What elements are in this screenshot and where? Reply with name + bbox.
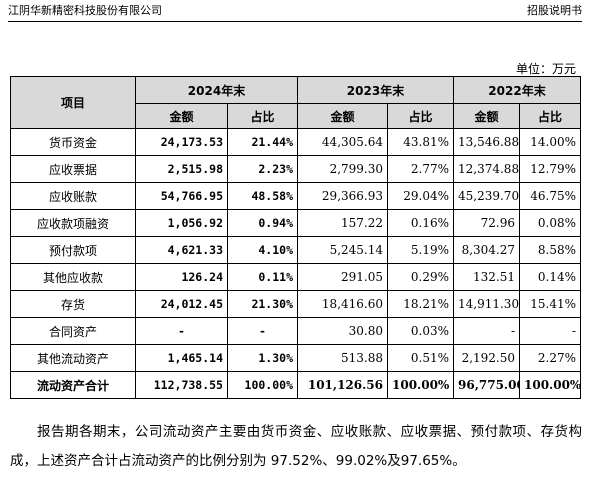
unit-label: 单位：万元 xyxy=(515,62,576,76)
table-header-row: 项目 2024年末 2023年末 2022年末 xyxy=(10,76,581,129)
document-type: 招股说明书 xyxy=(527,4,582,17)
ratio-2024: 21.44% xyxy=(227,128,298,156)
amount-2023: 513.88 xyxy=(297,344,388,372)
ratio-2023: 2.77% xyxy=(387,155,454,183)
current-assets-table: 项目 2024年末 2023年末 2022年末 金额 占比 金额 占比 金额 占… xyxy=(10,76,581,399)
table-row: 预付款项 4,621.33 4.10% 5,245.14 5.19% 8,304… xyxy=(10,236,581,264)
amount-2024: 24,173.53 xyxy=(135,128,228,156)
amount-2022: 132.51 xyxy=(453,263,520,291)
row-label: 应收款项融资 xyxy=(10,209,136,237)
item-header: 项目 xyxy=(10,76,136,129)
row-label: 其他流动资产 xyxy=(10,344,136,372)
amount-2022: 12,374.88 xyxy=(453,155,520,183)
ratio-2023: 100.00% xyxy=(387,371,454,399)
amount-2024: 1,056.92 xyxy=(135,209,228,237)
amount-header: 金额 xyxy=(297,103,388,129)
amount-2023: 291.05 xyxy=(297,263,388,291)
amount-2023: 5,245.14 xyxy=(297,236,388,264)
amount-2024: 126.24 xyxy=(135,263,228,291)
row-label: 货币资金 xyxy=(10,128,136,156)
table-row: 合同资产 - - 30.80 0.03% - - xyxy=(10,317,581,345)
ratio-header: 占比 xyxy=(387,103,454,129)
row-label: 应收票据 xyxy=(10,155,136,183)
row-label: 流动资产合计 xyxy=(10,371,136,399)
amount-2024: - xyxy=(135,317,228,345)
ratio-2023: 0.16% xyxy=(387,209,454,237)
row-label: 其他应收款 xyxy=(10,263,136,291)
ratio-2024: 0.94% xyxy=(227,209,298,237)
ratio-header: 占比 xyxy=(519,103,581,129)
ratio-2022: 14.00% xyxy=(519,128,581,156)
amount-header: 金额 xyxy=(135,103,228,129)
ratio-2023: 0.29% xyxy=(387,263,454,291)
amount-2022: 96,775.00 xyxy=(453,371,520,399)
table-row: 应收账款 54,766.95 48.58% 29,366.93 29.04% 4… xyxy=(10,182,581,210)
ratio-2023: 0.03% xyxy=(387,317,454,345)
ratio-2022: 2.27% xyxy=(519,344,581,372)
row-label: 合同资产 xyxy=(10,317,136,345)
table-row: 应收票据 2,515.98 2.23% 2,799.30 2.77% 12,37… xyxy=(10,155,581,183)
ratio-2024: 0.11% xyxy=(227,263,298,291)
year-header-2022: 2022年末 xyxy=(453,76,581,104)
ratio-2022: 100.00% xyxy=(519,371,581,399)
ratio-header: 占比 xyxy=(227,103,298,129)
ratio-2024: 100.00% xyxy=(227,371,298,399)
amount-2023: 18,416.60 xyxy=(297,290,388,318)
ratio-2023: 18.21% xyxy=(387,290,454,318)
amount-2024: 54,766.95 xyxy=(135,182,228,210)
ratio-2024: 4.10% xyxy=(227,236,298,264)
total-row: 流动资产合计 112,738.55 100.00% 101,126.56 100… xyxy=(10,371,581,399)
ratio-2024: - xyxy=(227,317,298,345)
amount-2024: 2,515.98 xyxy=(135,155,228,183)
amount-2022: - xyxy=(453,317,520,345)
ratio-2022: 8.58% xyxy=(519,236,581,264)
ratio-2024: 48.58% xyxy=(227,182,298,210)
table-row: 货币资金 24,173.53 21.44% 44,305.64 43.81% 1… xyxy=(10,128,581,156)
amount-2024: 1,465.14 xyxy=(135,344,228,372)
amount-2024: 4,621.33 xyxy=(135,236,228,264)
row-label: 预付款项 xyxy=(10,236,136,264)
table-subheader-row: 金额 占比 金额 占比 金额 占比 xyxy=(11,103,581,129)
amount-2022: 72.96 xyxy=(453,209,520,237)
ratio-2023: 5.19% xyxy=(387,236,454,264)
amount-2022: 14,911.30 xyxy=(453,290,520,318)
ratio-2022: 12.79% xyxy=(519,155,581,183)
amount-2023: 29,366.93 xyxy=(297,182,388,210)
amount-2022: 8,304.27 xyxy=(453,236,520,264)
table-row: 存货 24,012.45 21.30% 18,416.60 18.21% 14,… xyxy=(10,290,581,318)
ratio-2022: 0.14% xyxy=(519,263,581,291)
analysis-paragraph: 报告期各期末，公司流动资产主要由货币资金、应收账款、应收票据、预付款项、存货构成… xyxy=(10,424,582,469)
table-row: 其他流动资产 1,465.14 1.30% 513.88 0.51% 2,192… xyxy=(10,344,581,372)
row-label: 存货 xyxy=(10,290,136,318)
amount-2022: 45,239.70 xyxy=(453,182,520,210)
ratio-2022: - xyxy=(519,317,581,345)
ratio-2024: 21.30% xyxy=(227,290,298,318)
company-name: 江阴华新精密科技股份有限公司 xyxy=(8,4,162,17)
amount-2022: 2,192.50 xyxy=(453,344,520,372)
ratio-2023: 43.81% xyxy=(387,128,454,156)
table-row: 其他应收款 126.24 0.11% 291.05 0.29% 132.51 0… xyxy=(10,263,581,291)
ratio-2022: 46.75% xyxy=(519,182,581,210)
amount-2023: 2,799.30 xyxy=(297,155,388,183)
ratio-2024: 2.23% xyxy=(227,155,298,183)
year-header-2024: 2024年末 xyxy=(135,76,298,104)
amount-2023: 157.22 xyxy=(297,209,388,237)
amount-2024: 112,738.55 xyxy=(135,371,228,399)
amount-2023: 30.80 xyxy=(297,317,388,345)
amount-2023: 44,305.64 xyxy=(297,128,388,156)
row-label: 应收账款 xyxy=(10,182,136,210)
page-header: 江阴华新精密科技股份有限公司 招股说明书 xyxy=(8,0,582,22)
ratio-2023: 29.04% xyxy=(387,182,454,210)
ratio-2024: 1.30% xyxy=(227,344,298,372)
ratio-2022: 0.08% xyxy=(519,209,581,237)
amount-header: 金额 xyxy=(453,103,520,129)
year-header-2023: 2023年末 xyxy=(297,76,454,104)
amount-2022: 13,546.88 xyxy=(453,128,520,156)
ratio-2023: 0.51% xyxy=(387,344,454,372)
table-row: 应收款项融资 1,056.92 0.94% 157.22 0.16% 72.96… xyxy=(10,209,581,237)
amount-2023: 101,126.56 xyxy=(297,371,388,399)
ratio-2022: 15.41% xyxy=(519,290,581,318)
amount-2024: 24,012.45 xyxy=(135,290,228,318)
